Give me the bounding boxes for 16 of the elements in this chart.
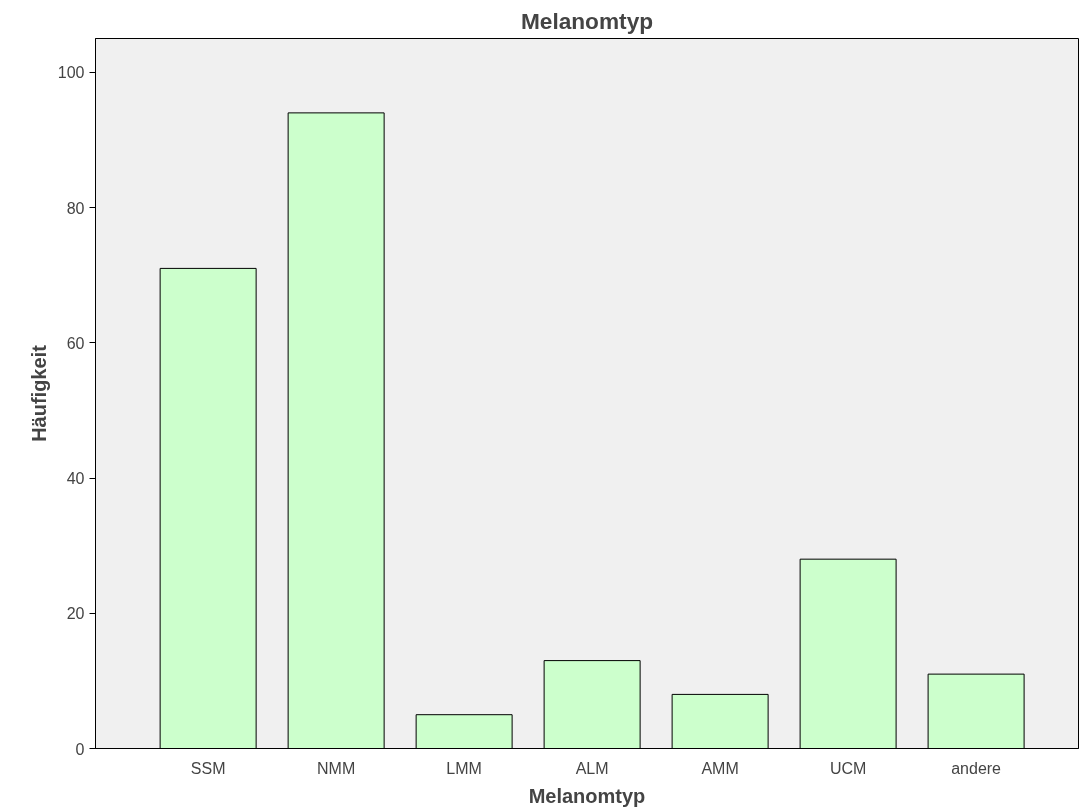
y-tick-label: 60 xyxy=(66,334,85,352)
y-tick-label: 0 xyxy=(75,740,85,758)
x-tick-label: UCM xyxy=(829,759,867,777)
chart-title: Melanomtyp xyxy=(520,7,654,34)
y-tick-label: 100 xyxy=(57,64,85,82)
x-axis-title: Melanomtyp xyxy=(528,784,646,807)
x-tick-label: LMM xyxy=(446,759,482,777)
x-tick-label: ALM xyxy=(575,759,609,777)
x-tick-label: SSM xyxy=(190,759,226,777)
y-tick-label: 20 xyxy=(66,605,85,623)
x-tick-label: AMM xyxy=(701,759,739,777)
y-tick-label: 40 xyxy=(66,470,85,488)
x-tick-label: NMM xyxy=(317,759,356,777)
y-axis-title: Häufigkeit xyxy=(27,344,50,442)
y-tick-label: 80 xyxy=(66,199,85,217)
x-tick-label: andere xyxy=(951,759,1002,777)
